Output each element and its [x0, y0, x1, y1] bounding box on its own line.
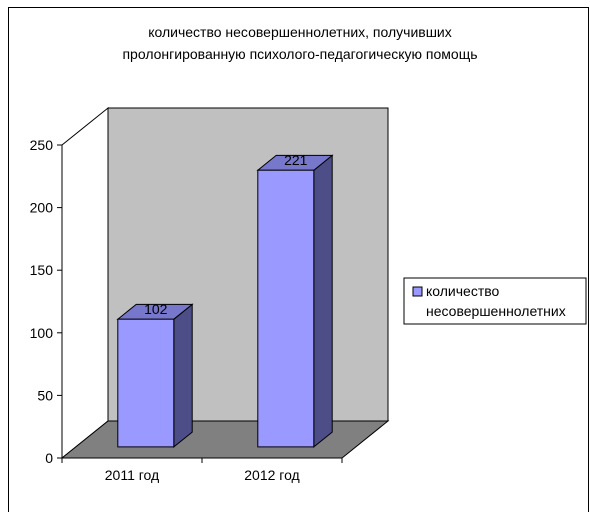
- data-label: 102: [144, 301, 168, 317]
- y-tick-label: 150: [30, 262, 54, 278]
- legend-swatch: [412, 286, 423, 297]
- x-tick-label: 2011 год: [105, 467, 159, 483]
- bar-side: [313, 154, 333, 448]
- legend-label-line-2: несовершеннолетних: [426, 303, 566, 319]
- bar-front: [257, 169, 315, 448]
- chart-title-line-2: пролонгированную психолого-педагогическу…: [122, 46, 477, 62]
- chart-frame: [8, 7, 589, 512]
- bar: [116, 303, 194, 448]
- legend-label-line-1: количество: [426, 283, 500, 299]
- y-tick-label: 0: [45, 450, 53, 466]
- floor: [60, 420, 390, 459]
- data-label: 221: [284, 152, 308, 168]
- y-tick-label: 250: [30, 137, 54, 153]
- x-tick-label: 2012 год: [244, 467, 299, 483]
- legend: количество несовершеннолетних: [403, 277, 587, 325]
- bar-front: [117, 318, 175, 448]
- y-tick-label: 200: [30, 200, 54, 216]
- chart-title-line-1: количество несовершеннолетних, получивши…: [148, 24, 452, 40]
- y-tick-label: 50: [37, 387, 53, 403]
- bar: [256, 154, 334, 448]
- bar-side: [173, 303, 193, 448]
- side-wall: [61, 106, 109, 460]
- y-tick-label: 100: [30, 325, 54, 341]
- legend-box: [403, 277, 587, 325]
